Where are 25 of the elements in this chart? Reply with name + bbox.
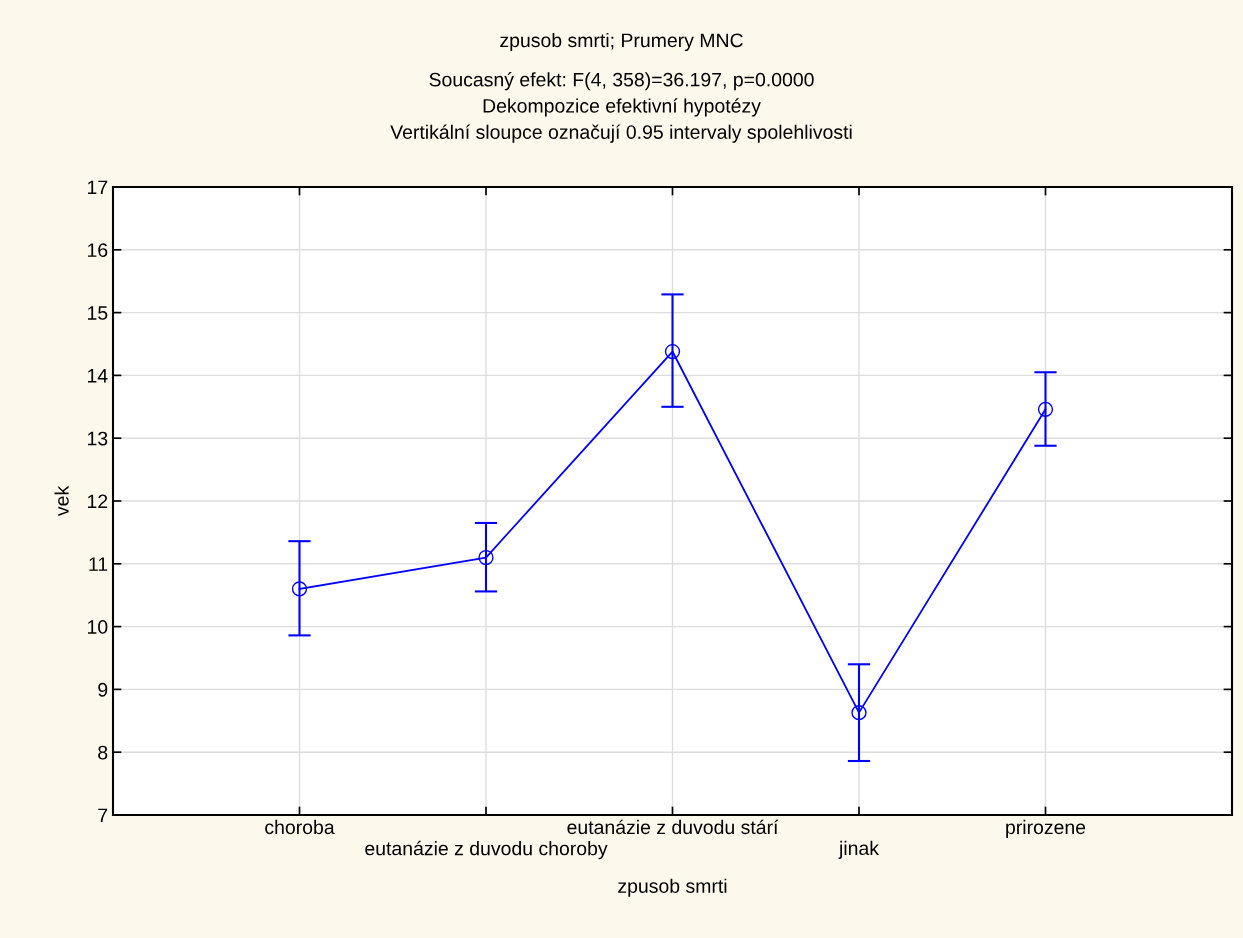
y-tick-label: 9	[98, 682, 108, 697]
y-tick-label: 7	[98, 808, 108, 823]
y-tick-label: 10	[88, 620, 108, 634]
point	[1037, 401, 1054, 417]
x-tick-label: eutanázie z duvodu stárí	[567, 819, 779, 835]
y-tick-label: 16	[88, 243, 108, 258]
y-tick-label: 17	[88, 180, 108, 195]
x-tick-label: prirozene	[1006, 819, 1086, 838]
x-axis-title: zpusob smrti	[618, 878, 727, 897]
y-tick-label: 8	[98, 745, 108, 760]
y-tick-label: 14	[88, 369, 108, 383]
chart-subtitle: Soucasný efekt: F(4, 358)=36.197, p=0.0000 Dekompozice efektivní hypotézy Vertikální sloupce označují 0.95 intervaly spolehlivosti	[390, 72, 852, 143]
x-tick-label: eutanázie z duvodu choroby	[365, 840, 608, 860]
y-tick-label: 15	[88, 306, 108, 320]
point	[664, 343, 681, 360]
y-axis-title: vek	[54, 485, 69, 517]
y-tick-label: 12	[88, 494, 108, 509]
y-tick-label: 11	[89, 557, 108, 571]
point	[851, 704, 867, 721]
x-tick-label: jinak	[838, 840, 880, 859]
point	[478, 549, 494, 566]
point	[291, 581, 308, 597]
y-tick-label: 13	[88, 431, 108, 446]
chart-title: zpusob smrti; Prumery MNC	[500, 32, 743, 52]
x-tick-label: choroba	[265, 819, 335, 835]
